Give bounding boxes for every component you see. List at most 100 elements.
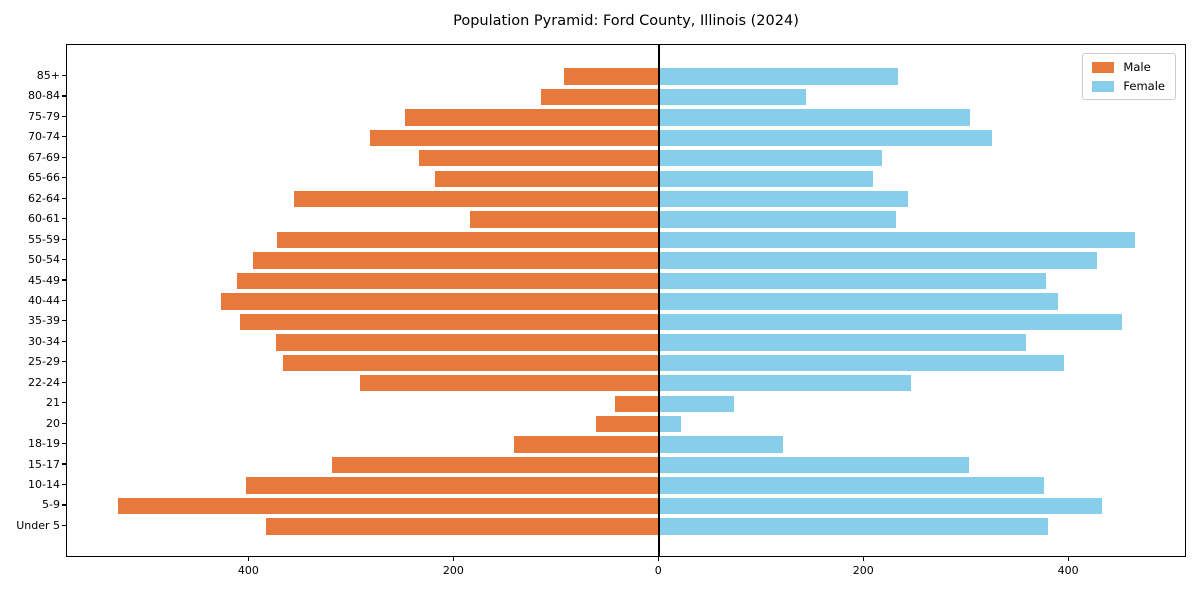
y-tick-label-35-39: 35-39	[28, 314, 60, 328]
legend-female-label: Female	[1123, 79, 1165, 93]
y-tick-mark	[62, 524, 66, 526]
y-tick-label-10-14: 10-14	[28, 478, 60, 491]
bar-male-10-14	[246, 477, 660, 494]
bar-female-85+	[659, 68, 899, 85]
bar-female-80-84	[659, 88, 806, 106]
bar-male-40-44	[220, 293, 660, 310]
y-tick-label-60-61: 60-61	[28, 212, 60, 226]
x-tick-mark	[862, 557, 864, 561]
bar-female-50-54	[659, 252, 1097, 269]
bar-female-55-59	[659, 231, 1135, 249]
y-tick-label-67-69: 67-69	[28, 150, 60, 164]
y-tick-mark	[62, 115, 66, 117]
y-tick-mark	[62, 504, 66, 506]
bar-male-5-9	[118, 497, 660, 515]
y-tick-label-62-64: 62-64	[28, 191, 60, 205]
bar-male-25-29	[283, 354, 660, 371]
y-tick-label-45-49: 45-49	[28, 273, 60, 287]
y-tick-label-75-79: 75-79	[28, 109, 60, 123]
bar-male-18-19	[513, 436, 660, 453]
legend-male-label: Male	[1123, 60, 1151, 74]
bar-male-60-61	[469, 211, 660, 228]
bar-female-15-17	[659, 456, 969, 474]
bar-male-70-74	[370, 129, 660, 147]
bar-male-85+	[563, 68, 660, 85]
y-tick-label-Under 5: Under 5	[16, 518, 60, 532]
bar-female-18-19	[659, 436, 784, 453]
y-tick-mark	[62, 422, 66, 424]
bar-male-67-69	[419, 150, 660, 167]
y-tick-label-65-66: 65-66	[28, 171, 60, 185]
bar-male-50-54	[253, 252, 660, 269]
y-tick-mark	[62, 299, 66, 302]
y-tick-mark	[62, 156, 66, 158]
y-tick-mark	[62, 483, 66, 486]
bar-female-60-61	[659, 211, 896, 228]
y-tick-mark	[62, 74, 66, 77]
zero-axis-line	[658, 45, 661, 556]
bar-female-67-69	[659, 150, 882, 167]
bar-male-Under 5	[265, 518, 660, 535]
bar-male-15-17	[332, 456, 660, 474]
y-tick-mark	[62, 443, 66, 445]
x-tick-label-200: 200	[442, 564, 464, 577]
bar-female-45-49	[659, 272, 1046, 290]
bar-male-22-24	[360, 375, 660, 392]
bar-male-21	[615, 395, 660, 412]
y-tick-label-40-44: 40-44	[28, 293, 60, 307]
bar-female-10-14	[659, 477, 1044, 494]
y-tick-mark	[62, 320, 66, 322]
y-tick-label-70-74: 70-74	[28, 130, 60, 144]
y-tick-mark	[62, 279, 66, 281]
y-tick-mark	[62, 238, 66, 240]
y-tick-label-25-29: 25-29	[28, 355, 60, 369]
y-tick-mark	[62, 402, 66, 404]
y-tick-mark	[62, 218, 66, 220]
y-tick-label-85+: 85+	[36, 69, 60, 82]
x-tick-mark	[452, 557, 454, 561]
bar-female-30-34	[659, 334, 1027, 351]
legend-item-male: Male	[1092, 61, 1165, 73]
bar-male-80-84	[541, 88, 660, 106]
y-tick-mark	[62, 381, 66, 383]
y-tick-label-55-59: 55-59	[28, 232, 60, 246]
bar-female-75-79	[659, 109, 970, 126]
y-tick-label-5-9: 5-9	[42, 498, 60, 512]
x-tick-mark	[657, 557, 659, 561]
bar-male-55-59	[277, 231, 660, 249]
bar-male-62-64	[294, 191, 660, 208]
bar-male-35-39	[240, 313, 660, 331]
bar-female-5-9	[659, 497, 1102, 515]
y-tick-mark	[62, 361, 66, 363]
bar-female-40-44	[659, 293, 1058, 310]
bar-male-65-66	[434, 170, 660, 187]
chart-title: Population Pyramid: Ford County, Illinoi…	[453, 13, 799, 29]
x-tick-label-400: 400	[237, 564, 259, 577]
y-tick-mark	[62, 136, 66, 138]
legend: Male Female	[1082, 53, 1176, 100]
y-tick-label-22-24: 22-24	[28, 375, 60, 389]
plot-area: Male Female	[66, 44, 1186, 557]
bar-female-22-24	[659, 375, 912, 392]
female-color-swatch	[1092, 80, 1115, 92]
bar-female-70-74	[659, 129, 993, 147]
bar-male-30-34	[276, 334, 660, 351]
y-tick-mark	[62, 197, 66, 199]
bar-female-20	[659, 415, 681, 433]
y-tick-label-80-84: 80-84	[28, 89, 60, 103]
y-tick-mark	[62, 463, 66, 465]
x-tick-label-400: 400	[1057, 564, 1079, 577]
x-tick-mark	[247, 557, 249, 561]
y-tick-label-30-34: 30-34	[28, 334, 60, 348]
y-tick-mark	[62, 177, 66, 179]
male-color-swatch	[1092, 61, 1115, 73]
y-tick-label-21: 21	[46, 396, 60, 410]
y-tick-label-15-17: 15-17	[28, 457, 60, 471]
bar-female-Under 5	[659, 518, 1048, 535]
bar-female-62-64	[659, 191, 909, 208]
y-tick-label-20: 20	[46, 416, 60, 430]
bar-female-35-39	[659, 313, 1123, 331]
y-tick-mark	[62, 95, 66, 97]
x-tick-label-200: 200	[852, 564, 874, 577]
